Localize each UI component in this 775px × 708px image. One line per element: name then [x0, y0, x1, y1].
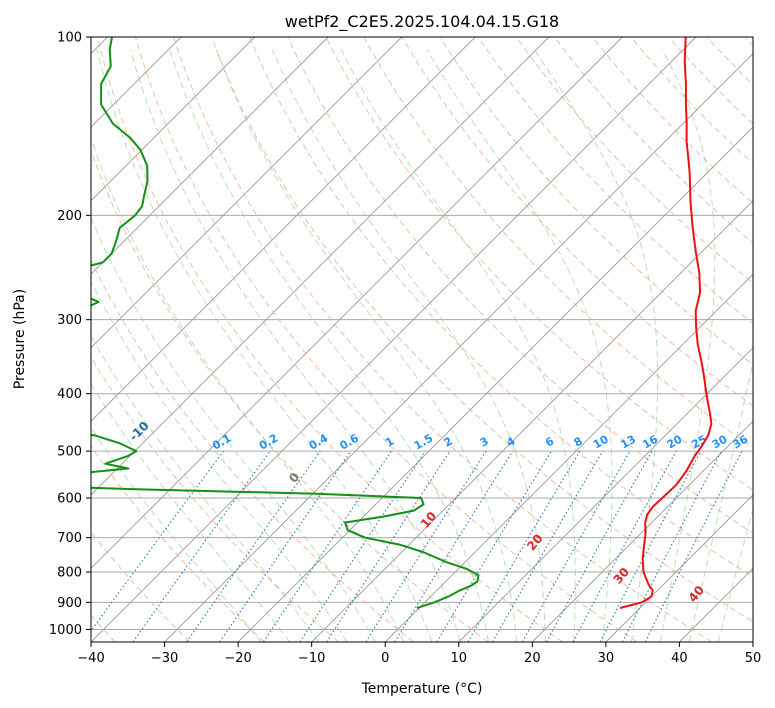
moist-adiabat-line: [533, 49, 659, 642]
x-tick-label: −10: [298, 651, 325, 666]
moist-adiabat-line: [659, 49, 716, 642]
x-tick-label: 0: [381, 651, 389, 666]
dry-adiabat-line: [287, 37, 753, 534]
dry-adiabat-line: [325, 37, 753, 491]
moist-adiabat-line: [96, 49, 433, 642]
moist-adiabat-line: [91, 136, 405, 642]
mixing-ratio-line: [262, 450, 392, 642]
moist-adiabat-lines: [91, 49, 753, 642]
mixing-ratio-line: [644, 450, 743, 642]
isotherm-line: [91, 37, 256, 202]
dewpoint-profile-line: [91, 37, 480, 609]
isotherm-line: [91, 37, 476, 422]
x-tick-label: 30: [598, 651, 615, 666]
isotherm-line: [91, 37, 550, 496]
moist-adiabat-line: [340, 49, 576, 642]
isotherm-line: [605, 494, 753, 642]
mixing-ratio-line: [186, 450, 321, 642]
mixing-ratio-line: [394, 450, 514, 642]
x-axis-label: Temperature (°C): [361, 681, 483, 697]
moist-adiabat-line: [91, 216, 376, 642]
mixing-ratio-line: [219, 450, 352, 642]
x-tick-label: 20: [524, 651, 541, 666]
dry-adiabat-line: [91, 355, 340, 642]
mixing-ratio-line: [326, 450, 451, 642]
x-tick-label: 50: [745, 651, 762, 666]
y-axis-ticks: 100 200 300 400 500 600 700 800 900 1000: [49, 31, 91, 638]
dry-adiabat-line: [96, 37, 563, 642]
dry-adiabat-line: [135, 37, 638, 642]
isotherm-lines: [91, 37, 753, 642]
chart-title: wetPf2_C2E5.2025.104.04.15.G18: [285, 12, 559, 32]
plot-frame: [90, 36, 754, 643]
moist-adiabat-line: [215, 49, 518, 642]
moist-adiabat-line: [130, 49, 461, 642]
dry-adiabat-line: [515, 37, 753, 284]
moist-adiabat-line: [91, 280, 348, 642]
dry-adiabat-line: [211, 37, 753, 623]
moist-adiabat-line: [426, 49, 613, 642]
isotherm-line: [531, 420, 753, 642]
isotherm-line: [91, 37, 623, 570]
moist-adiabat-line: [91, 382, 291, 642]
moist-adiabat-line: [91, 426, 262, 642]
x-axis-ticks: −40 −30 −20 −10 0 10 20 30 40 50: [77, 642, 761, 666]
y-tick-label: 700: [57, 531, 82, 546]
dry-adiabat-lines: [91, 37, 753, 642]
mixing-ratio-line: [132, 450, 271, 642]
isotherm-line: [91, 37, 403, 349]
sounding-profiles: [91, 37, 713, 609]
isotherm-line: [237, 126, 753, 642]
y-tick-label: 400: [57, 387, 82, 402]
moist-adiabat-line: [271, 49, 546, 642]
mixing-ratio-line: [299, 450, 426, 642]
mixing-ratio-lines: [91, 450, 743, 642]
y-tick-label: 100: [57, 31, 82, 46]
y-tick-label: 600: [57, 492, 82, 507]
mixing-ratio-line: [521, 450, 631, 642]
temperature-profile-line: [619, 37, 713, 609]
mixing-ratio-line: [546, 450, 653, 642]
x-tick-label: −30: [151, 651, 178, 666]
y-tick-label: 1000: [49, 623, 82, 638]
isotherm-line: [384, 273, 753, 642]
x-tick-label: −20: [224, 651, 251, 666]
mixing-ratio-line: [572, 450, 677, 642]
y-tick-label: 800: [57, 566, 82, 581]
y-tick-label: 500: [57, 445, 82, 460]
y-tick-label: 300: [57, 313, 82, 328]
isotherm-line: [91, 37, 697, 642]
isotherm-line: [458, 347, 753, 642]
x-tick-label: 10: [451, 651, 468, 666]
plot-area: 0.10.20.40.611.52346810131620253036-100-…: [91, 37, 753, 642]
mixing-ratio-line: [91, 450, 224, 632]
isotherm-line: [91, 37, 329, 275]
x-tick-label: −40: [77, 651, 104, 666]
y-axis-label: Pressure (hPa): [12, 289, 28, 389]
dry-adiabat-line: [173, 37, 713, 642]
x-tick-label: 40: [671, 651, 688, 666]
isotherm-line: [164, 52, 753, 642]
dry-adiabat-line: [249, 37, 753, 578]
y-tick-label: 900: [57, 596, 82, 611]
moist-adiabat-line: [688, 360, 753, 642]
y-tick-label: 200: [57, 209, 82, 224]
dry-adiabat-line: [91, 259, 414, 642]
dry-adiabat-line: [91, 445, 265, 642]
